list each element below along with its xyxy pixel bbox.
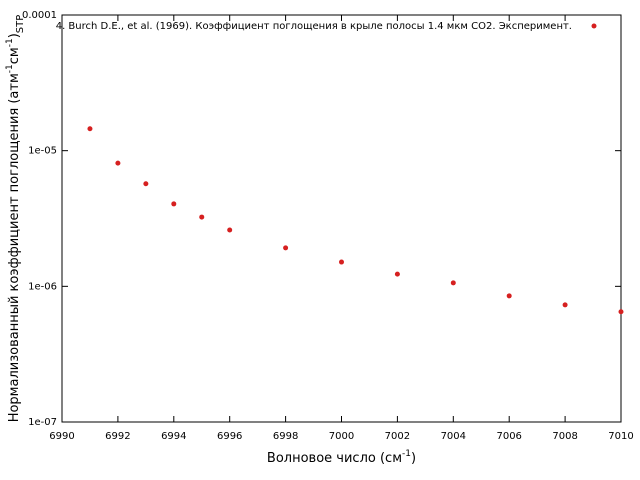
x-tick-label: 7010 [608, 431, 633, 442]
x-tick-label: 7006 [496, 431, 521, 442]
y-tick-label: 0.0001 [22, 10, 57, 21]
x-tick-label: 7002 [385, 431, 410, 442]
x-tick-label: 7004 [441, 431, 466, 442]
x-tick-label: 6996 [217, 431, 242, 442]
legend-label: 4. Burch D.E., et al. (1969). Коэффициен… [56, 21, 572, 32]
y-tick-label: 1e-07 [28, 417, 57, 428]
point [199, 214, 205, 220]
x-tick-label: 6998 [273, 431, 298, 442]
point [143, 181, 149, 187]
x-tick-label: 6994 [161, 431, 186, 442]
label-part: ) [7, 33, 22, 38]
label-part: -1 [5, 38, 15, 47]
x-tick-label: 6990 [49, 431, 74, 442]
point [450, 280, 456, 286]
x-axis-label: Волновое число (см-1) [267, 449, 416, 466]
legend-marker [591, 23, 597, 29]
x-tick-label: 7000 [329, 431, 354, 442]
point [506, 293, 512, 299]
y-axis-label: Нормализованный коэффициент поглощения (… [5, 15, 26, 423]
plot-border [61, 14, 622, 423]
label-part: Волновое число (см [267, 451, 402, 466]
point [115, 160, 121, 166]
label-part: -1 [5, 64, 15, 73]
label-part: -1 [402, 449, 411, 459]
y-tick-label: 1e-05 [28, 146, 57, 157]
point [562, 302, 568, 308]
point [394, 271, 400, 277]
point [283, 245, 289, 251]
x-tick-label: 7008 [552, 431, 577, 442]
point [227, 227, 233, 233]
point [171, 201, 177, 207]
point [339, 259, 344, 265]
label-part: Нормализованный коэффициент поглощения (… [7, 73, 22, 422]
label-part: см [7, 47, 22, 64]
x-tick-label: 6992 [105, 431, 130, 442]
y-tick-label: 1e-06 [28, 281, 57, 292]
label-part: STP [15, 15, 26, 34]
point [618, 309, 624, 315]
point [87, 126, 93, 132]
label-part: ) [411, 451, 416, 466]
